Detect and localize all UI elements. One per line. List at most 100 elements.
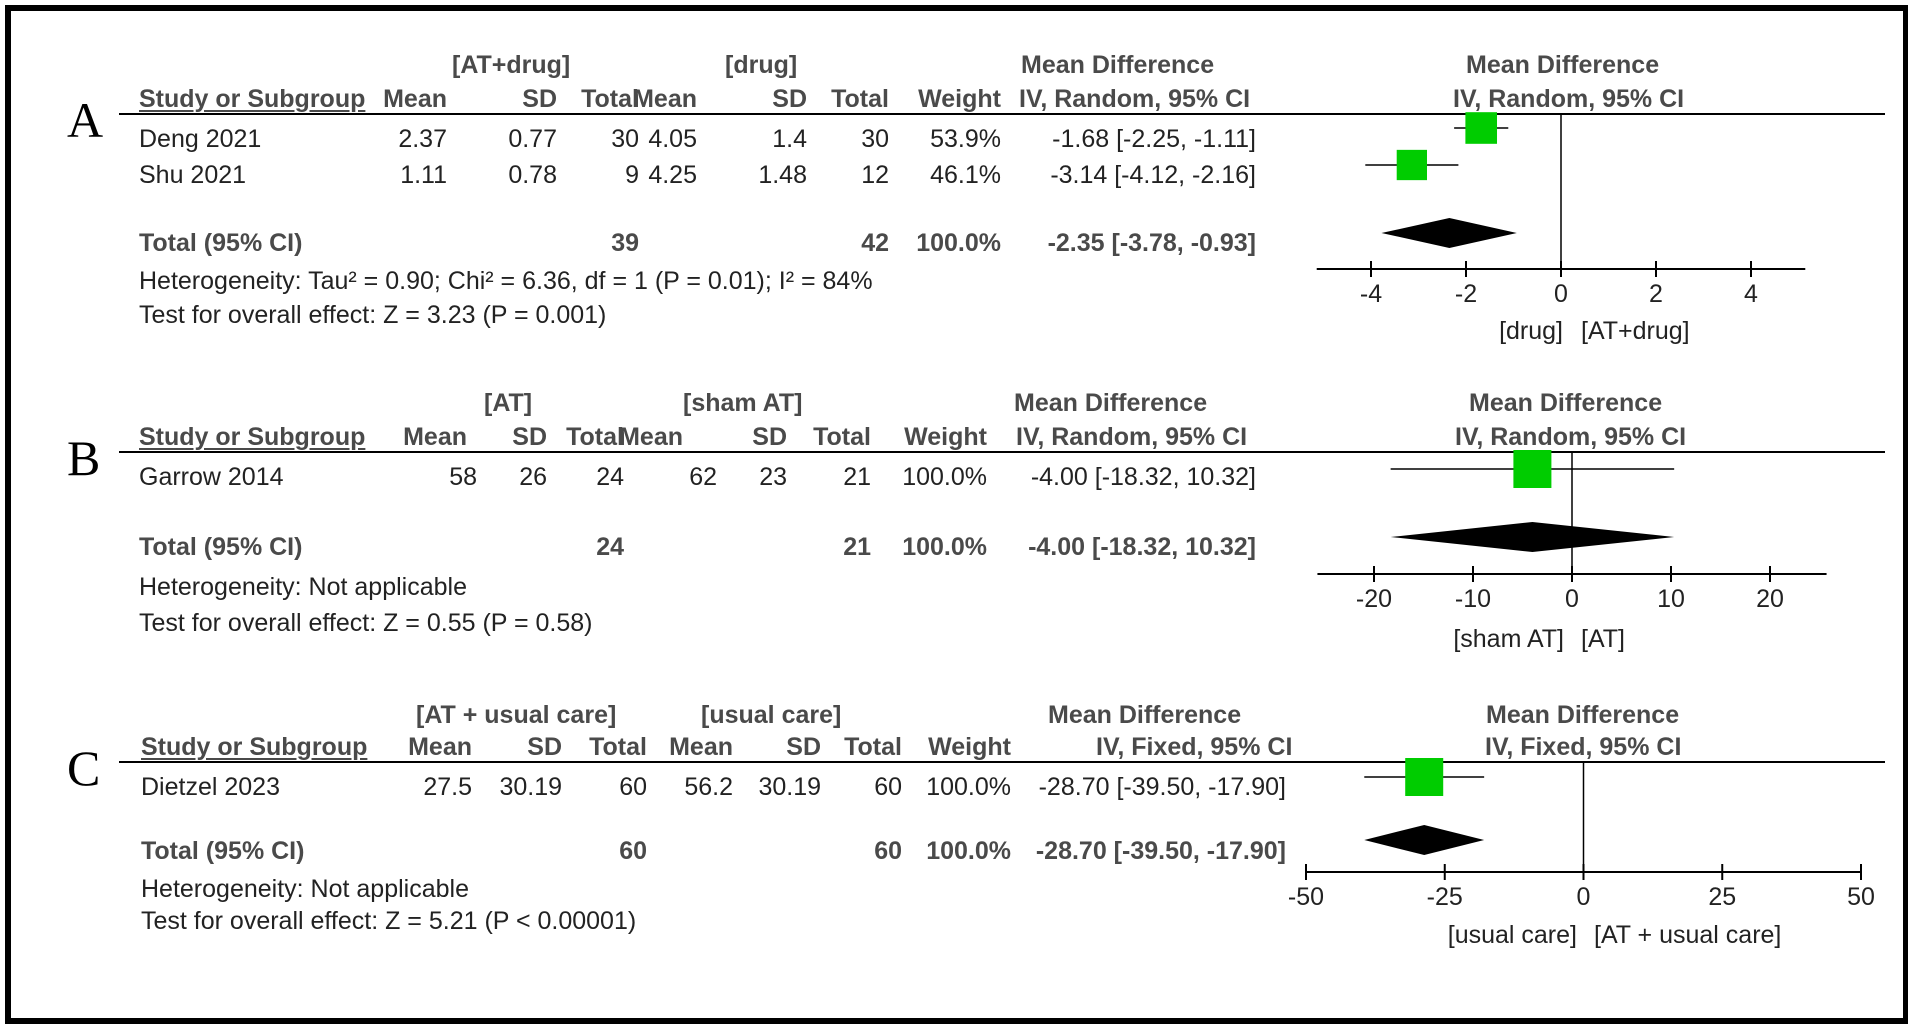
x-tick-label: -4	[1360, 280, 1382, 308]
md-method: IV, Random, 95% CI	[1019, 85, 1251, 113]
total-ci: -28.70 [-39.50, -17.90]	[1035, 837, 1286, 865]
total-ci: -4.00 [-18.32, 10.32]	[1028, 533, 1256, 561]
pooled-diamond	[1390, 522, 1675, 552]
col-mean-2: Mean	[633, 85, 697, 113]
overall-effect: Test for overall effect: Z = 5.21 (P < 0…	[141, 907, 637, 935]
md-title: Mean Difference	[1048, 701, 1242, 729]
mean-2: 62	[689, 463, 717, 491]
panel-c: C [AT + usual care] [usual care] Mean Di…	[11, 11, 1903, 1011]
col-mean-1: Mean	[408, 733, 472, 761]
total-1: 9	[625, 161, 639, 189]
plot-method: IV, Fixed, 95% CI	[1485, 733, 1682, 761]
group1-header: [AT+drug]	[452, 51, 571, 79]
heterogeneity: Heterogeneity: Not applicable	[141, 875, 469, 903]
favours-right: [AT + usual care]	[1594, 921, 1782, 949]
group2-header: [sham AT]	[683, 389, 803, 417]
col-weight: Weight	[904, 423, 987, 451]
total-n1: 39	[611, 229, 639, 257]
total-label: Total (95% CI)	[139, 229, 303, 257]
favours-right: [AT]	[1581, 625, 1625, 653]
sd-2: 1.4	[772, 125, 807, 153]
total-2: 12	[861, 161, 889, 189]
sd-1: 30.19	[499, 773, 562, 801]
overall-effect: Test for overall effect: Z = 0.55 (P = 0…	[139, 609, 593, 637]
col-mean-2: Mean	[669, 733, 733, 761]
x-tick-label: -25	[1427, 883, 1463, 911]
total-weight: 100.0%	[902, 533, 987, 561]
sd-1: 0.77	[508, 125, 557, 153]
plot-title: Mean Difference	[1486, 701, 1680, 729]
panel-b: B [AT] [sham AT] Mean Difference Mean Di…	[11, 11, 1903, 661]
col-sd-1: SD	[512, 423, 547, 451]
mean-1: 1.11	[400, 161, 447, 189]
study-marker	[1405, 758, 1444, 796]
plot-title: Mean Difference	[1469, 389, 1663, 417]
plot-method: IV, Random, 95% CI	[1455, 423, 1687, 451]
mean-2: 56.2	[684, 773, 733, 801]
heterogeneity: Heterogeneity: Not applicable	[139, 573, 467, 601]
col-study: Study or Subgroup	[139, 423, 366, 451]
favours-left: [usual care]	[1447, 921, 1577, 949]
total-label: Total (95% CI)	[141, 837, 305, 865]
md-method: IV, Fixed, 95% CI	[1096, 733, 1293, 761]
col-mean-1: Mean	[383, 85, 447, 113]
x-tick-label: -50	[1288, 883, 1324, 911]
plot-title: Mean Difference	[1466, 51, 1660, 79]
x-tick-label: 10	[1657, 585, 1685, 613]
total-2: 60	[874, 773, 902, 801]
favours-right: [AT+drug]	[1581, 317, 1690, 345]
study-marker	[1465, 112, 1498, 144]
col-study: Study or Subgroup	[139, 85, 366, 113]
x-tick-label: 20	[1756, 585, 1784, 613]
col-total-1: Total	[589, 733, 647, 761]
md-title: Mean Difference	[1014, 389, 1208, 417]
figure-frame: A [AT+drug] [drug] Mean Difference Mean …	[5, 5, 1908, 1024]
mean-1: 27.5	[423, 773, 472, 801]
favours-left: [drug]	[1499, 317, 1563, 345]
plot-method: IV, Random, 95% CI	[1453, 85, 1685, 113]
x-tick-label: 25	[1708, 883, 1736, 911]
x-tick-label: 4	[1744, 280, 1758, 308]
weight: 53.9%	[930, 125, 1001, 153]
total-2: 21	[843, 463, 871, 491]
total-weight: 100.0%	[916, 229, 1001, 257]
col-total-1: Total	[566, 423, 624, 451]
total-1: 24	[596, 463, 624, 491]
heterogeneity: Heterogeneity: Tau² = 0.90; Chi² = 6.36,…	[139, 267, 873, 295]
x-tick-label: 0	[1554, 280, 1568, 308]
x-tick-label: -2	[1455, 280, 1477, 308]
favours-left: [sham AT]	[1453, 625, 1564, 653]
panel-label: B	[67, 430, 101, 486]
sd-1: 0.78	[508, 161, 557, 189]
pooled-diamond	[1364, 825, 1485, 855]
study-name: Garrow 2014	[139, 463, 284, 491]
col-sd-2: SD	[786, 733, 821, 761]
ci-text: -3.14 [-4.12, -2.16]	[1050, 161, 1256, 189]
sd-2: 23	[759, 463, 787, 491]
weight: 100.0%	[902, 463, 987, 491]
col-mean-1: Mean	[403, 423, 467, 451]
col-total-2: Total	[844, 733, 902, 761]
header-rule	[119, 451, 1885, 453]
col-sd-1: SD	[522, 85, 557, 113]
group1-header: [AT]	[484, 389, 533, 417]
x-tick-label: 0	[1565, 585, 1579, 613]
total-1: 30	[611, 125, 639, 153]
panel-a: A [AT+drug] [drug] Mean Difference Mean …	[11, 11, 1903, 356]
total-label: Total (95% CI)	[139, 533, 303, 561]
total-ci: -2.35 [-3.78, -0.93]	[1047, 229, 1256, 257]
header-rule	[119, 113, 1885, 115]
group2-header: [usual care]	[701, 701, 842, 729]
mean-2: 4.25	[648, 161, 697, 189]
total-1: 60	[619, 773, 647, 801]
md-title: Mean Difference	[1021, 51, 1215, 79]
weight: 46.1%	[930, 161, 1001, 189]
col-sd-2: SD	[752, 423, 787, 451]
col-weight: Weight	[918, 85, 1001, 113]
panel-label: C	[67, 740, 101, 796]
total-n2: 60	[874, 837, 902, 865]
total-weight: 100.0%	[926, 837, 1011, 865]
panel-label: A	[67, 92, 104, 148]
col-weight: Weight	[928, 733, 1011, 761]
x-tick-label: 2	[1649, 280, 1663, 308]
